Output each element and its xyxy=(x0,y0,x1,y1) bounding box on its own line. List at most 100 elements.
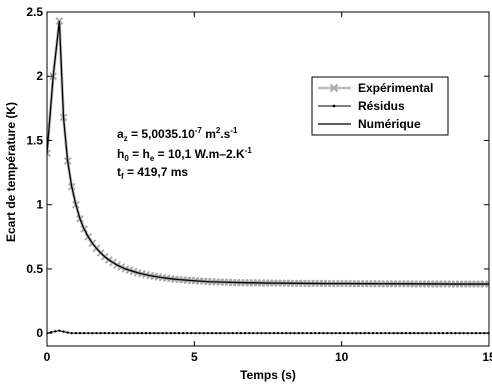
series-residus-point xyxy=(239,331,243,335)
legend-label-numerique: Numérique xyxy=(358,117,421,131)
y-axis-title: Ecart de température (K) xyxy=(4,102,18,242)
series-residus-point xyxy=(276,331,280,335)
series-residus-point xyxy=(268,331,271,335)
series-residus-point xyxy=(128,331,131,335)
series-residus-point xyxy=(62,330,65,333)
axes-frame xyxy=(46,11,490,347)
series-residus-point xyxy=(99,331,102,335)
series-residus-point xyxy=(330,331,333,335)
series-residus-point xyxy=(165,331,168,335)
series-residus-point xyxy=(367,331,370,335)
series-residus-point xyxy=(474,331,478,335)
series-residus-point xyxy=(107,331,111,335)
series-residus-point xyxy=(140,331,144,335)
series-residus-point xyxy=(256,331,259,335)
series-residus-point xyxy=(235,331,238,335)
series-residus-point xyxy=(334,331,337,335)
series-residus-point xyxy=(227,331,230,335)
legend-label-residus: Résidus xyxy=(358,99,405,113)
series-residus-point xyxy=(247,331,251,335)
series-residus-point xyxy=(289,331,292,335)
series-residus-point xyxy=(272,331,276,335)
series-residus-point xyxy=(190,331,193,335)
series-residus-point xyxy=(466,331,469,335)
x-tick-label: 5 xyxy=(191,350,198,364)
series-residus-point xyxy=(388,331,391,335)
series-residus-point xyxy=(132,331,135,335)
series-residus-point xyxy=(408,331,412,335)
series-residus-point xyxy=(54,330,57,333)
series-residus-point xyxy=(103,331,106,335)
series-residus-point xyxy=(293,331,296,335)
series-residus-point xyxy=(280,331,284,335)
series-residus-point xyxy=(173,331,177,335)
series-residus-point xyxy=(433,331,436,335)
series-residus-point xyxy=(74,331,78,335)
series-residus-point xyxy=(214,331,218,335)
plot-area xyxy=(47,12,489,346)
series-residus-point xyxy=(243,331,247,335)
x-tick-label: 15 xyxy=(482,350,492,364)
series-residus-point xyxy=(441,331,445,335)
legend-label-experimental: Expérimental xyxy=(358,81,433,95)
series-residus-point xyxy=(202,331,205,335)
series-residus-point xyxy=(186,331,189,335)
annotation-line-time: tf = 419,7 ms xyxy=(117,165,188,181)
series-residus-point xyxy=(470,331,474,335)
series-residus-point xyxy=(305,331,309,335)
series-residus-point xyxy=(285,331,288,335)
series-residus-point xyxy=(375,331,379,335)
series-residus-point xyxy=(355,331,358,335)
series-residus-point xyxy=(425,331,428,335)
series-experimental-point xyxy=(485,280,489,288)
series-residus-point xyxy=(87,331,90,335)
series-residus-point xyxy=(342,331,346,335)
axes-layer: 0 5 10 15 0 0.5 1 1.5 2 2.5 xyxy=(26,5,492,364)
legend-item-numerique: Numérique xyxy=(318,117,421,131)
series-residus-point xyxy=(70,331,73,335)
series-residus-point xyxy=(297,331,300,335)
series-residus-point xyxy=(326,331,329,335)
x-tick-label: 0 xyxy=(44,350,51,364)
series-residus-point xyxy=(206,331,210,335)
series-residus-point xyxy=(198,331,201,335)
series-residus-point xyxy=(338,331,342,335)
x-tick-label: 10 xyxy=(335,350,349,364)
series-residus-point xyxy=(450,331,453,335)
series-residus-point xyxy=(210,331,214,335)
series-residus-point xyxy=(396,331,399,335)
series-residus-point xyxy=(421,331,424,335)
series-residus-point xyxy=(318,331,321,335)
series-residus-point xyxy=(351,331,354,335)
annotation-block: az = 5,0035.10-7 m2.s-1 h0 = he = 10,1 W… xyxy=(117,126,252,181)
series-residus-point xyxy=(458,331,461,335)
series-residus-point xyxy=(412,331,416,335)
series-residus-point xyxy=(313,331,317,335)
legend-item-residus: Résidus xyxy=(318,99,405,113)
series-residus-point xyxy=(462,331,465,335)
series-residus-point xyxy=(66,331,69,334)
series-residus-point xyxy=(157,331,160,335)
series-residus-point xyxy=(148,331,152,335)
series-residus-point xyxy=(194,331,197,335)
series-layer xyxy=(47,17,489,335)
y-tick-label: 0.5 xyxy=(26,262,43,276)
series-residus-point xyxy=(400,331,403,335)
series-residus-point xyxy=(392,331,395,335)
y-tick-label: 2 xyxy=(36,69,43,83)
y-tick-label: 1 xyxy=(36,198,43,212)
series-residus-point xyxy=(144,331,148,335)
series-residus-point xyxy=(169,331,172,335)
series-residus-point xyxy=(384,331,387,335)
plot-background xyxy=(47,12,489,346)
series-residus-point xyxy=(181,331,185,335)
series-residus-point xyxy=(91,331,94,335)
legend-marker-residus xyxy=(332,104,336,108)
series-residus-point xyxy=(58,329,61,332)
series-residus-point xyxy=(95,331,98,335)
series-residus-point xyxy=(445,331,449,335)
series-numerique-line xyxy=(47,20,489,285)
series-residus-point xyxy=(82,331,86,335)
series-residus-point xyxy=(437,331,441,335)
series-experimental-point xyxy=(47,149,51,158)
